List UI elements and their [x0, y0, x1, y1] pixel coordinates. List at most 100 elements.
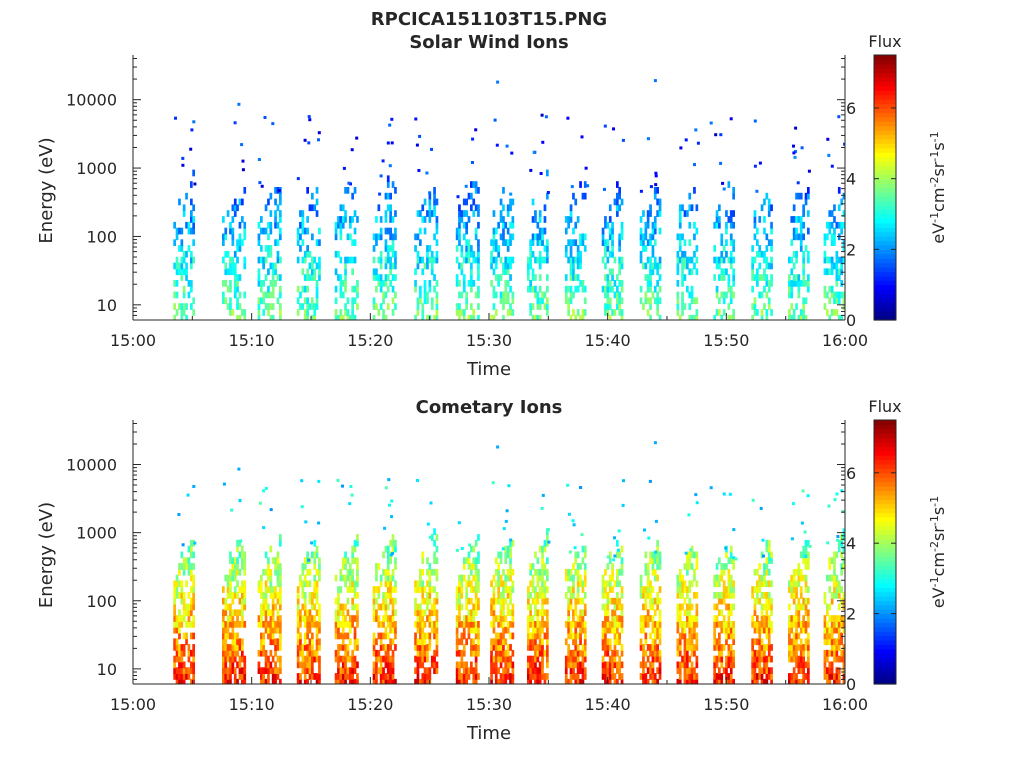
heatmap-cell: [279, 216, 282, 223]
heatmap-cell: [527, 615, 530, 622]
heatmap-cell: [649, 233, 652, 241]
heatmap-cell: [792, 586, 796, 593]
heatmap-cell: [756, 309, 759, 316]
heatmap-cell: [649, 551, 652, 559]
heatmap-cell: [372, 678, 376, 684]
heatmap-cell: [238, 551, 242, 559]
heatmap-cell: [527, 268, 530, 276]
heatmap-cell: [676, 309, 680, 316]
heatmap-cell: [470, 609, 473, 617]
heatmap-cell: [797, 644, 801, 651]
colorbar-segment: [874, 174, 896, 180]
heatmap-cell: [690, 580, 694, 588]
heatmap-cell: [753, 297, 757, 305]
heatmap-cell: [833, 239, 836, 246]
heatmap-cell: [763, 574, 766, 582]
heatmap-cell: [790, 239, 794, 246]
heatmap-cell: [187, 644, 191, 651]
heatmap-cell: [474, 597, 478, 605]
heatmap-cell: [296, 239, 300, 246]
heatmap-cell: [644, 233, 648, 241]
heatmap-cell: [257, 314, 261, 320]
heatmap-cell: [690, 563, 694, 570]
heatmap-cell: [642, 667, 645, 674]
heatmap-cell: [830, 309, 834, 316]
heatmap-cell: [763, 563, 766, 570]
colorbar-segment: [874, 560, 896, 566]
heatmap-cell: [426, 592, 429, 599]
heatmap-cell: [470, 204, 473, 212]
heatmap-cell: [574, 274, 578, 281]
heatmap-cell: [178, 615, 181, 622]
heatmap-cell: [531, 268, 535, 276]
heatmap-cell: [296, 655, 300, 663]
heatmap-cell: [339, 678, 343, 684]
heatmap-cell: [192, 574, 195, 582]
heatmap-cell: [606, 615, 610, 622]
heatmap-cell: [836, 535, 840, 538]
heatmap-cell: [788, 678, 791, 684]
heatmap-cell: [642, 673, 645, 680]
heatmap-cell: [729, 586, 733, 593]
heatmap-cell: [835, 256, 839, 264]
heatmap-cell: [722, 297, 726, 305]
heatmap-cell: [306, 297, 309, 305]
heatmap-cell: [506, 644, 510, 651]
heatmap-cell: [765, 626, 769, 634]
heatmap-cell: [455, 661, 459, 669]
heatmap-cell: [173, 615, 176, 622]
heatmap-cell: [651, 655, 655, 663]
heatmap-cell: [226, 667, 230, 674]
heatmap-cell: [460, 655, 464, 663]
heatmap-cell: [276, 580, 280, 588]
heatmap-cell: [693, 621, 696, 628]
heatmap-cell: [681, 580, 684, 588]
heatmap-cell: [807, 192, 810, 200]
heatmap-cell: [274, 239, 277, 246]
heatmap-cell: [477, 551, 480, 559]
heatmap-cell: [718, 644, 721, 651]
heatmap-cell: [178, 632, 181, 640]
y-tick-label: 10000: [66, 456, 117, 475]
heatmap-cell: [419, 256, 422, 264]
heatmap-cell: [349, 638, 352, 646]
heatmap-cell: [620, 592, 624, 599]
heatmap-cell: [377, 649, 381, 657]
heatmap-cell: [311, 233, 314, 241]
heatmap-cell: [318, 268, 321, 276]
heatmap-cell: [185, 268, 188, 276]
heatmap-cell: [428, 245, 432, 252]
heatmap-cell: [175, 233, 179, 241]
heatmap-cell: [546, 649, 549, 657]
heatmap-cell: [180, 314, 184, 320]
heatmap-cell: [837, 603, 841, 611]
heatmap-cell: [377, 563, 381, 570]
heatmap-cell: [842, 528, 845, 535]
heatmap-cell: [618, 297, 621, 305]
heatmap-cell: [391, 297, 395, 305]
heatmap-cell: [835, 592, 839, 599]
heatmap-cell: [308, 592, 312, 599]
heatmap-cell: [618, 262, 621, 270]
heatmap-cell: [569, 655, 573, 663]
heatmap-cell: [231, 638, 235, 646]
heatmap-cell: [604, 239, 607, 246]
heatmap-cell: [229, 678, 232, 684]
heatmap-cell: [830, 233, 834, 241]
heatmap-cell: [646, 137, 650, 141]
heatmap-cell: [678, 245, 682, 252]
heatmap-cell: [308, 655, 312, 663]
heatmap-cell: [644, 638, 648, 646]
heatmap-cell: [502, 615, 505, 622]
heatmap-cell: [497, 592, 500, 599]
heatmap-cell: [426, 655, 429, 663]
heatmap-cell: [536, 297, 540, 305]
heatmap-cell: [727, 621, 731, 628]
heatmap-cell: [758, 632, 762, 640]
heatmap-cell: [180, 580, 184, 588]
heatmap-cell: [795, 603, 798, 611]
heatmap-cell: [656, 678, 659, 684]
heatmap-cell: [279, 285, 282, 293]
heatmap-cell: [611, 615, 614, 622]
colorbar-segment: [874, 442, 896, 447]
